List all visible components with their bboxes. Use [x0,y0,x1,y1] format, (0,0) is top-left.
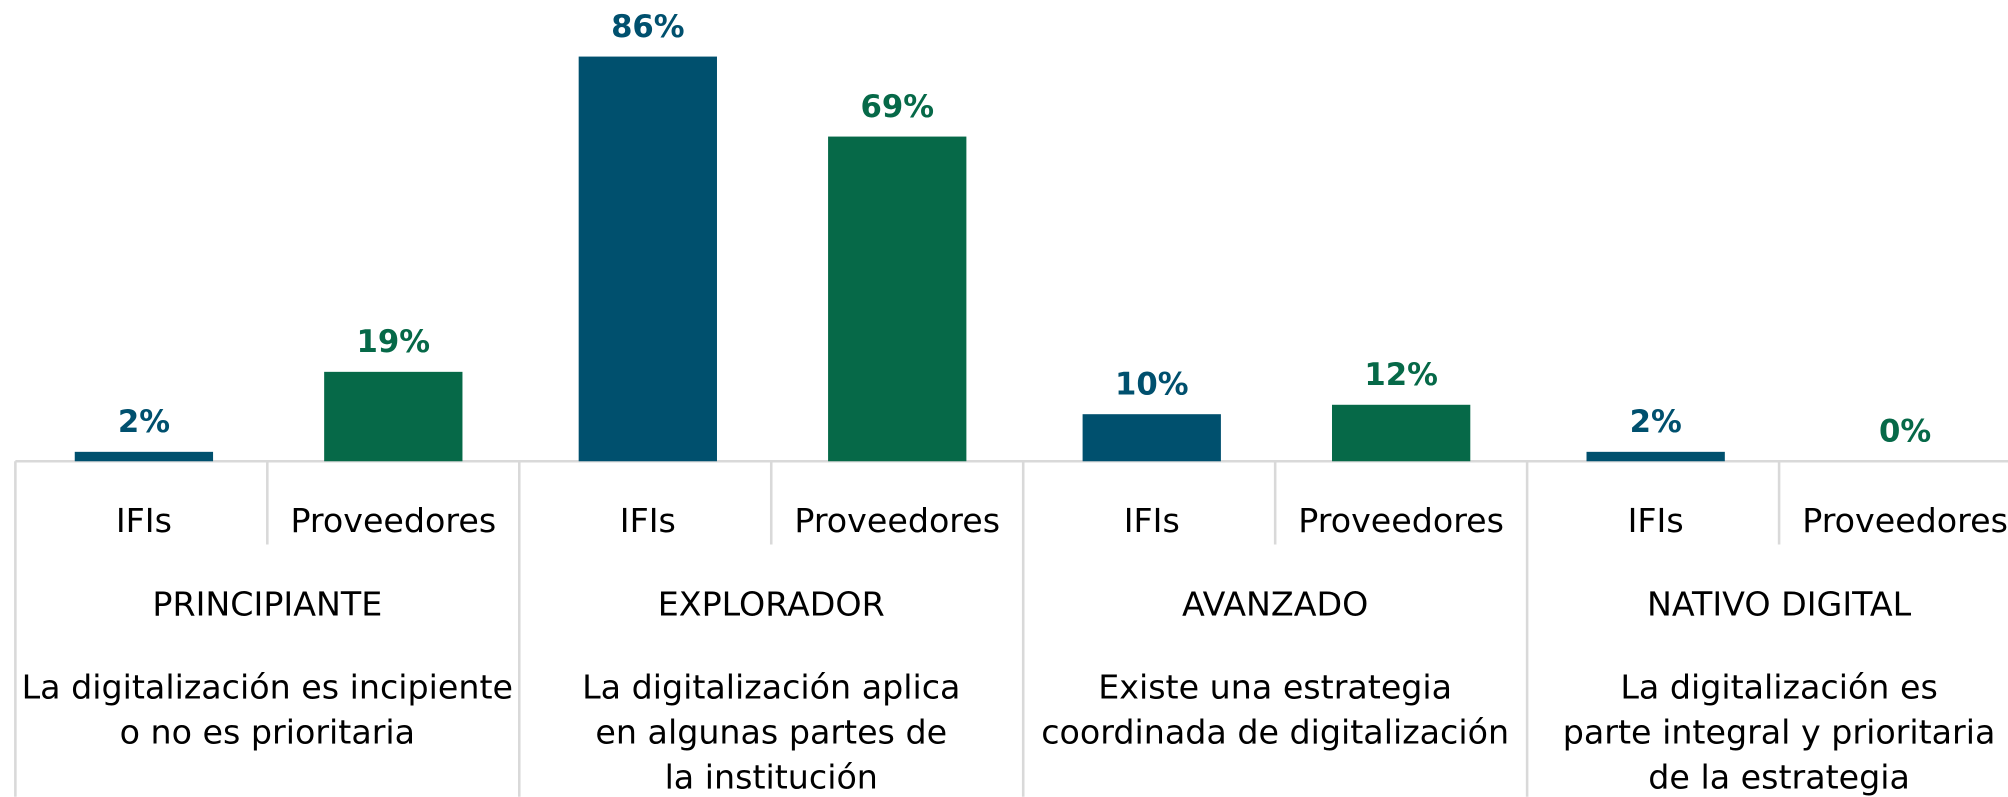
value-label: 86% [611,9,685,45]
group-label: NATIVO DIGITAL [1647,584,1912,623]
x-tick-label: Proveedores [290,501,496,540]
group-description: La digitalización aplica [582,668,960,707]
group-description: de la estrategia [1648,757,1910,796]
bar [828,136,967,462]
x-tick-label: IFIs [116,501,172,540]
x-tick-label: IFIs [1124,501,1180,540]
bar [1331,404,1471,462]
value-label: 19% [357,324,431,360]
value-label: 12% [1364,357,1438,393]
bar [578,56,717,462]
group-description: parte integral y prioritaria [1563,713,1996,752]
bar [74,451,214,462]
value-label: 0% [1879,414,1931,450]
group-label: PRINCIPIANTE [152,584,382,623]
value-label: 2% [118,404,170,440]
group-label: AVANZADO [1182,584,1368,623]
group-description: coordinada de digitalización [1041,713,1509,752]
group-label: EXPLORADOR [658,584,885,623]
group-description: La digitalización es incipiente [22,668,513,707]
group-description: La digitalización es [1620,668,1937,707]
x-tick-label: Proveedores [794,501,1000,540]
group-description: Existe una estrategia [1098,668,1452,707]
group-description: o no es prioritaria [120,713,416,752]
x-tick-label: Proveedores [1298,501,1504,540]
x-tick-label: IFIs [620,501,676,540]
bar [1082,414,1221,462]
bar [1586,451,1725,462]
bar [324,371,463,462]
group-description: en algunas partes de [595,713,947,752]
value-label: 69% [860,89,934,125]
value-label: 10% [1115,367,1189,403]
group-description: la institución [665,757,878,796]
x-tick-label: Proveedores [1802,501,2008,540]
x-tick-label: IFIs [1628,501,1684,540]
value-label: 2% [1630,404,1682,440]
